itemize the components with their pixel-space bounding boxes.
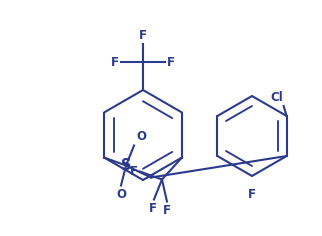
Text: F: F <box>248 188 256 201</box>
Text: F: F <box>111 55 119 68</box>
Text: S: S <box>121 158 131 173</box>
Text: F: F <box>149 202 157 215</box>
Text: O: O <box>136 131 146 143</box>
Text: O: O <box>116 187 126 201</box>
Text: F: F <box>130 165 138 178</box>
Text: F: F <box>167 55 175 68</box>
Text: F: F <box>163 203 171 216</box>
Text: F: F <box>139 29 147 42</box>
Text: Cl: Cl <box>270 91 283 104</box>
